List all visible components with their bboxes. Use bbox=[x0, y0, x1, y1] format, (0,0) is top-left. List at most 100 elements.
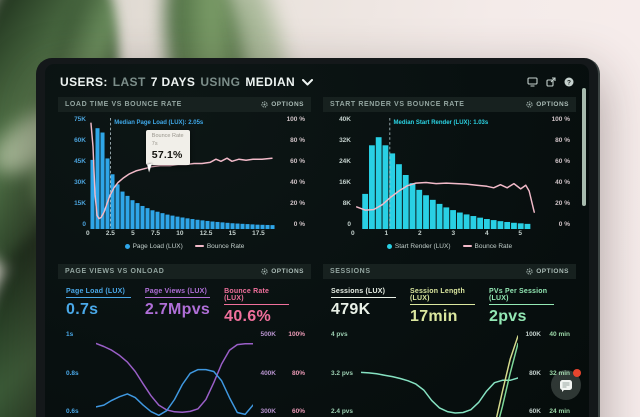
x-axis-tick: 12.5 bbox=[199, 230, 213, 237]
x-axis: 0 1 2 3 4 5 bbox=[351, 230, 544, 238]
y-axis-tick: 60 % bbox=[290, 158, 305, 166]
chart-plot-area[interactable]: Median Page Load (LUX): 2.05s Bounce Rate… bbox=[90, 117, 276, 229]
chart-plot-area[interactable] bbox=[96, 332, 253, 417]
legend-item[interactable]: Bounce Rate bbox=[462, 242, 513, 250]
panel-load-time-vs-bounce-rate: LOAD TIME VS BOUNCE RATE OPTIONS 75K 60K 4… bbox=[58, 97, 311, 254]
title-part: MEDIAN bbox=[245, 75, 296, 89]
chat-launcher-button[interactable] bbox=[551, 369, 581, 400]
panel-options-button[interactable]: OPTIONS bbox=[261, 101, 304, 108]
y-axis-left: 40K 32K 24K 16K 8K 0 bbox=[329, 116, 355, 229]
panel-title: LOAD TIME VS BOUNCE RATE bbox=[65, 101, 182, 108]
legend-label: Start Render (LUX) bbox=[394, 242, 451, 250]
y-axis-right: 100 % 80 % 60 % 40 % 20 % 0 % bbox=[276, 116, 305, 229]
kpi: Page Views (LUX) 2.7Mpvs bbox=[144, 288, 224, 326]
y-axis-tick: 80 % bbox=[555, 137, 570, 145]
chart-body: 75K 60K 45K 30K 15K 0 Median Page Load (LUX): … bbox=[58, 112, 311, 254]
tooltip-sublabel: 7s bbox=[151, 140, 158, 147]
y-axis-tick: 0 % bbox=[293, 221, 305, 229]
kpi-label: Session Length (LUX) bbox=[410, 288, 475, 305]
legend-item[interactable]: Start Render (LUX) bbox=[386, 242, 451, 250]
x-axis-tick: 0 bbox=[86, 230, 90, 237]
kpi: Bounce Rate (LUX) 40.6% bbox=[224, 288, 303, 326]
mouse-cursor-icon bbox=[146, 163, 154, 173]
legend-label: Bounce Rate bbox=[474, 242, 513, 250]
x-axis-tick: 10 bbox=[176, 230, 184, 237]
y-axis-right: 100 % 80 % 60 % 40 % 20 % 0 % bbox=[541, 116, 570, 229]
kpi-row: Sessions (LUX) 479K Session Length (LUX) 17… bbox=[331, 288, 568, 326]
y-axis-tick: 0 % bbox=[558, 221, 570, 229]
y-axis-tick: 100% bbox=[288, 331, 305, 338]
chart-body: Page Load (LUX) 0.7s Page Views (LUX) 2.7Mp… bbox=[58, 279, 311, 417]
x-axis-tick: 7.5 bbox=[151, 230, 161, 237]
dashboard-screen: USERS: LAST 7 DAYS USING MEDIAN bbox=[45, 64, 589, 417]
help-icon[interactable]: ? bbox=[564, 77, 574, 87]
legend-label: Bounce Rate bbox=[206, 242, 245, 250]
options-label: OPTIONS bbox=[536, 101, 569, 108]
x-axis-tick: 5 bbox=[131, 230, 135, 237]
y-axis-tick: 0 bbox=[347, 221, 351, 229]
gear-icon bbox=[526, 268, 533, 275]
y-axis-tick-pair: 400K 80% bbox=[253, 370, 305, 378]
tooltip-label: Bounce Rate bbox=[151, 133, 184, 140]
x-axis: 0 2.5 5 7.5 10 12.5 15 17.5 bbox=[86, 230, 279, 238]
kpi-label: Bounce Rate (LUX) bbox=[224, 288, 289, 305]
y-axis-tick-pair: 300K 60% bbox=[253, 408, 305, 416]
y-axis-tick: 60K bbox=[74, 137, 86, 145]
gear-icon bbox=[526, 101, 533, 108]
scrollbar-thumb[interactable] bbox=[582, 88, 586, 206]
title-part: USERS: bbox=[60, 75, 108, 89]
dashboard-header: USERS: LAST 7 DAYS USING MEDIAN bbox=[58, 64, 576, 95]
chart-canvas bbox=[361, 335, 518, 417]
y-axis-left: 75K 60K 45K 30K 15K 0 bbox=[64, 116, 90, 229]
y-axis-tick-pair: 100K 40 min bbox=[518, 331, 570, 339]
y-axis-tick: 20 % bbox=[290, 200, 305, 208]
panel-title: PAGE VIEWS VS ONLOAD bbox=[65, 268, 165, 275]
x-axis-tick: 3 bbox=[451, 230, 456, 237]
legend-item[interactable]: Bounce Rate bbox=[194, 242, 245, 250]
chart-plot-area[interactable]: Median Start Render (LUX): 1.03s bbox=[355, 117, 541, 229]
title-part: 7 DAYS bbox=[150, 75, 196, 89]
panel-options-button[interactable]: OPTIONS bbox=[261, 268, 304, 275]
dot-swatch-icon bbox=[124, 243, 130, 249]
panel-options-button[interactable]: OPTIONS bbox=[526, 268, 569, 275]
legend-label: Page Load (LUX) bbox=[132, 242, 183, 250]
panel-options-button[interactable]: OPTIONS bbox=[526, 101, 569, 108]
share-icon[interactable] bbox=[546, 77, 556, 87]
gear-icon bbox=[261, 101, 268, 108]
svg-text:?: ? bbox=[567, 79, 571, 86]
y-axis-tick: 300K bbox=[260, 408, 276, 415]
chart-legend: Start Render (LUX) Bounce Rate bbox=[329, 243, 570, 250]
users-filter-dropdown[interactable]: USERS: LAST 7 DAYS USING MEDIAN bbox=[60, 75, 314, 89]
tooltip-value: 57.1% bbox=[151, 148, 183, 161]
y-axis-tick: 32K bbox=[339, 137, 351, 145]
kpi: Page Load (LUX) 0.7s bbox=[66, 288, 145, 326]
y-axis-tick: 100 % bbox=[551, 116, 570, 123]
kpi-value: 17min bbox=[410, 308, 458, 325]
title-part: LAST bbox=[112, 75, 146, 89]
y-axis-tick: 16K bbox=[339, 179, 351, 187]
y-axis-tick: 2.4 pvs bbox=[331, 408, 354, 415]
legend-item[interactable]: Page Load (LUX) bbox=[124, 242, 183, 250]
kpi: Session Length (LUX) 17min bbox=[410, 288, 489, 326]
header-icons: ? bbox=[527, 77, 574, 87]
kpi-value: 479K bbox=[331, 301, 371, 318]
x-axis-tick: 15 bbox=[228, 230, 236, 237]
y-axis-tick: 8K bbox=[342, 200, 351, 208]
panel-sessions: SESSIONS OPTIONS Sessions (LUX) 479K Sessi… bbox=[323, 264, 576, 417]
panel-title: START RENDER VS BOUNCE RATE bbox=[330, 101, 465, 108]
panel-header: PAGE VIEWS VS ONLOAD OPTIONS bbox=[58, 264, 311, 279]
display-icon[interactable] bbox=[527, 77, 538, 87]
chart-body: 40K 32K 24K 16K 8K 0 Median Start Render (LUX)… bbox=[323, 112, 576, 254]
y-axis-tick-pair: 60K 24 min bbox=[518, 408, 570, 416]
panel-header: LOAD TIME VS BOUNCE RATE OPTIONS bbox=[58, 97, 311, 112]
kpi-label: Page Views (LUX) bbox=[144, 288, 211, 298]
y-axis-left: 1s0.8s0.6s0.4s bbox=[64, 331, 96, 417]
kpi: Sessions (LUX) 479K bbox=[331, 288, 410, 326]
chart-plot-area[interactable] bbox=[361, 332, 518, 417]
panel-header: START RENDER VS BOUNCE RATE OPTIONS bbox=[323, 97, 576, 112]
chart-row: 75K 60K 45K 30K 15K 0 Median Page Load (LUX): … bbox=[64, 116, 305, 229]
